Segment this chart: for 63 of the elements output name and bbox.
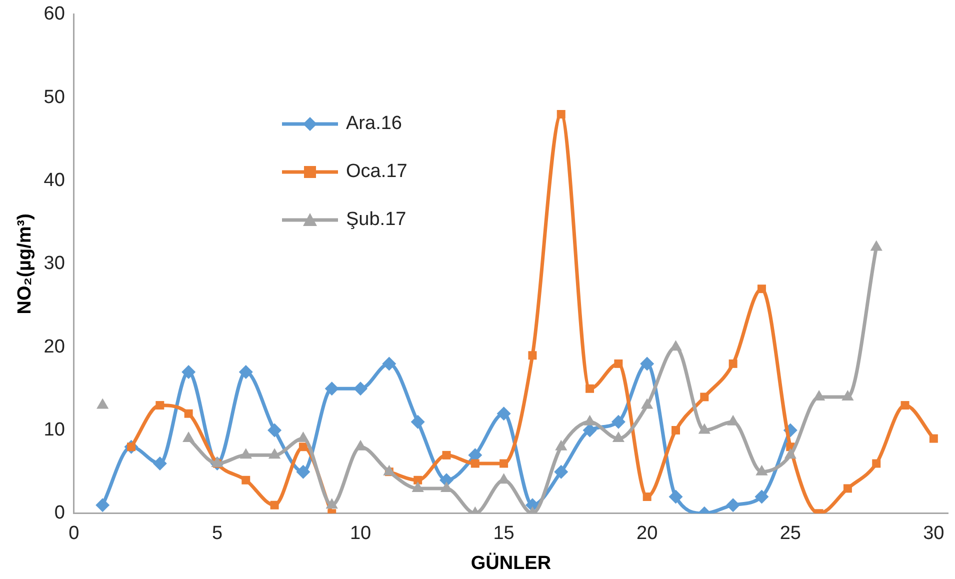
x-tick-label: 30 [923,523,944,544]
y-tick-label: 40 [44,170,65,191]
y-tick-label: 20 [44,336,65,358]
point [152,456,167,470]
point [182,365,196,380]
point [728,359,738,368]
point [500,459,508,468]
point [642,492,652,502]
point [528,351,537,360]
point [640,356,654,371]
y-tick-label: 10 [44,419,65,440]
point [270,500,279,510]
point [298,442,308,452]
point [324,382,339,396]
point [96,498,110,512]
point [410,414,425,429]
point [843,484,852,493]
y-axis-title: NO₂(µg/m³) [14,214,36,314]
point [242,476,250,484]
y-tick-label: 60 [44,4,65,25]
point [184,409,193,418]
y-tick-label: 50 [44,86,65,108]
x-tick-label: 5 [212,523,223,544]
x-tick-label: 25 [780,523,801,544]
point [296,464,310,479]
point [414,476,422,484]
y-tick-label: 30 [44,253,65,274]
y-tick-label: 0 [54,502,65,524]
point [182,432,195,442]
point [556,110,566,118]
point [238,365,253,380]
point [754,490,769,504]
legend-label: Ara.16 [346,113,402,135]
point [496,406,511,421]
point [156,401,164,410]
point [726,498,740,512]
legend-label: Şub.17 [346,209,406,231]
point [611,414,626,429]
point [554,464,568,479]
x-tick-label: 20 [636,523,658,544]
x-tick-label: 10 [350,523,372,544]
x-axis-title: GÜNLER [470,552,552,574]
point [700,392,709,402]
x-tick-label: 0 [68,523,80,544]
point [900,401,910,410]
point [586,384,594,393]
point [668,490,683,504]
point [470,459,480,468]
point [757,284,766,294]
point [268,423,282,438]
point [582,423,597,438]
legend-label: Oca.17 [346,161,408,183]
point [612,432,624,442]
point [614,359,623,368]
point [354,382,368,396]
point [326,498,338,509]
point [297,432,310,442]
point [929,434,938,443]
point [382,356,396,371]
x-tick-label: 15 [493,523,514,544]
point [672,426,680,434]
point [872,459,881,468]
point [442,450,451,460]
